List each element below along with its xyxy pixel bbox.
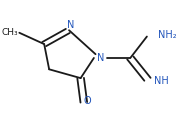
Text: CH₃: CH₃ — [1, 28, 18, 37]
Text: N: N — [67, 20, 74, 30]
Text: NH₂: NH₂ — [159, 30, 177, 40]
Text: N: N — [97, 53, 104, 63]
Text: O: O — [84, 96, 91, 106]
Text: NH: NH — [154, 76, 168, 86]
